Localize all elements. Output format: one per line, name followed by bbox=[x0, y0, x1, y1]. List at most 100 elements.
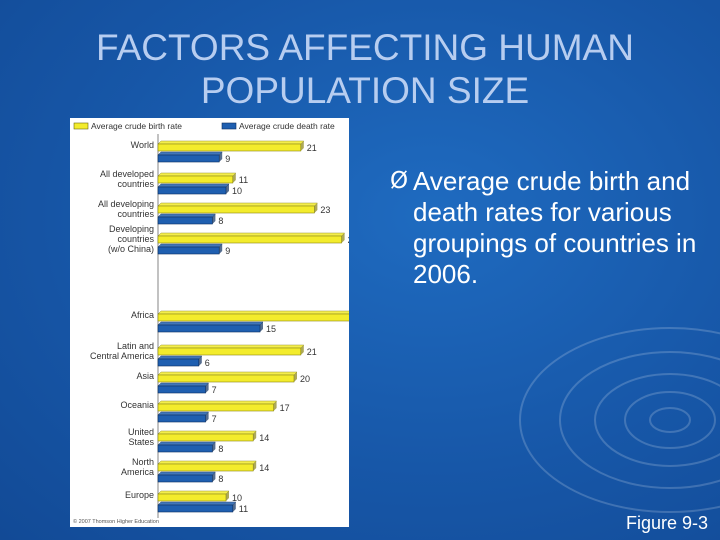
data-label-birth-2: 23 bbox=[320, 205, 330, 215]
bar-death-5-side bbox=[198, 356, 202, 366]
bar-death-4-face bbox=[157, 324, 261, 333]
bar-birth-4-top bbox=[157, 310, 349, 315]
bar-birth-2-top bbox=[157, 202, 319, 207]
bar-birth-0-side bbox=[300, 141, 304, 151]
bar-death-9-top bbox=[157, 471, 217, 476]
category-label-line-8-0: United bbox=[128, 427, 154, 437]
bar-death-6-face bbox=[157, 385, 206, 394]
bar-death-3-top bbox=[157, 243, 223, 248]
bar-birth-6-side bbox=[294, 372, 297, 382]
category-label-1: All developed countries bbox=[100, 169, 155, 189]
bar-birth-1-top bbox=[157, 172, 237, 177]
legend: Average crude birth rate Average crude de… bbox=[73, 121, 335, 131]
bullet-text: Average crude birth and death rates for … bbox=[413, 166, 697, 289]
bar-birth-8 bbox=[157, 430, 257, 442]
bar-birth-5-top bbox=[157, 344, 305, 349]
legend-label-death: Average crude death rate bbox=[239, 121, 335, 131]
bar-birth-0 bbox=[157, 140, 305, 152]
data-label-birth-0: 21 bbox=[307, 143, 317, 153]
category-label-line-8-1: States bbox=[128, 437, 154, 447]
bar-death-10-side bbox=[232, 502, 236, 512]
data-label-death-4: 15 bbox=[266, 324, 276, 334]
bar-death-2 bbox=[157, 213, 217, 225]
data-label-death-7: 7 bbox=[212, 414, 217, 424]
arrow-bullet-icon: Ø bbox=[390, 168, 409, 194]
bar-death-5 bbox=[157, 355, 203, 367]
bar-birth-5-side bbox=[300, 345, 304, 355]
data-label-birth-6: 20 bbox=[300, 374, 310, 384]
bar-death-7 bbox=[157, 411, 210, 423]
data-label-death-2: 8 bbox=[218, 216, 223, 226]
bar-birth-9-top bbox=[157, 460, 257, 465]
bar-birth-3-side bbox=[341, 233, 345, 243]
data-label-birth-7: 17 bbox=[280, 403, 290, 413]
chart-panel: Average crude birth rate Average crude de… bbox=[70, 118, 349, 527]
bar-birth-3 bbox=[157, 232, 346, 244]
category-label-line-1-0: All developed bbox=[100, 169, 154, 179]
category-label-10: Europe bbox=[125, 490, 154, 500]
bar-birth-5 bbox=[157, 344, 305, 356]
bar-birth-4-face bbox=[157, 313, 349, 322]
bar-death-5-face bbox=[157, 358, 200, 367]
bar-death-4-top bbox=[157, 321, 264, 326]
bar-birth-9 bbox=[157, 460, 257, 472]
bar-death-8 bbox=[157, 441, 217, 453]
bar-death-8-face bbox=[157, 444, 213, 453]
bar-death-7-top bbox=[157, 411, 210, 416]
category-label-3: Developing countries (w/o China) bbox=[108, 224, 155, 254]
category-label-line-6-0: Asia bbox=[136, 371, 154, 381]
bar-death-3-side bbox=[219, 244, 223, 254]
category-label-4: Africa bbox=[131, 310, 154, 320]
data-label-death-1: 10 bbox=[232, 186, 242, 196]
bar-death-7-side bbox=[205, 412, 209, 422]
bar-birth-10 bbox=[157, 490, 230, 502]
bar-birth-6-top bbox=[157, 371, 298, 376]
category-label-line-3-0: Developing bbox=[109, 224, 154, 234]
data-label-birth-5: 21 bbox=[307, 347, 317, 357]
bullet-point: Ø Average crude birth and death rates fo… bbox=[390, 166, 710, 290]
bar-death-2-face bbox=[157, 216, 213, 225]
bar-death-9 bbox=[157, 471, 217, 483]
bar-birth-0-top bbox=[157, 140, 305, 145]
bar-death-6-side bbox=[205, 383, 209, 393]
category-label-line-5-1: Central America bbox=[90, 351, 154, 361]
bar-birth-5-face bbox=[157, 347, 302, 356]
category-label-9: North America bbox=[121, 457, 154, 477]
data-label-birth-1: 11 bbox=[239, 175, 248, 185]
bar-birth-0-face bbox=[157, 143, 302, 152]
category-label-2: All developing countries bbox=[98, 199, 155, 219]
category-label-line-0-0: World bbox=[131, 140, 154, 150]
legend-swatch-birth bbox=[73, 122, 89, 130]
bar-death-9-side bbox=[212, 472, 216, 482]
bar-death-8-top bbox=[157, 441, 217, 446]
category-label-line-3-2: (w/o China) bbox=[108, 244, 154, 254]
bar-death-4-side bbox=[260, 322, 263, 332]
bar-death-0 bbox=[157, 151, 223, 163]
bar-death-5-top bbox=[157, 355, 203, 360]
figure-label: Figure 9-3 bbox=[625, 513, 708, 533]
bar-birth-8-top bbox=[157, 430, 257, 435]
bar-birth-9-face bbox=[157, 463, 254, 472]
data-label-death-6: 7 bbox=[212, 385, 217, 395]
bar-death-10-face bbox=[157, 504, 234, 513]
bar-death-2-top bbox=[157, 213, 217, 218]
bar-birth-9-side bbox=[253, 461, 257, 471]
category-label-line-4-0: Africa bbox=[131, 310, 154, 320]
bar-death-1-face bbox=[157, 186, 227, 195]
category-label-line-7-0: Oceania bbox=[120, 400, 154, 410]
category-label-line-1-1: countries bbox=[117, 179, 154, 189]
bar-birth-10-face bbox=[157, 493, 227, 502]
data-label-death-0: 9 bbox=[225, 154, 230, 164]
ripple-decoration bbox=[519, 327, 720, 513]
category-label-line-10-0: Europe bbox=[125, 490, 154, 500]
bar-birth-8-side bbox=[253, 431, 257, 441]
data-label-birth-9: 14 bbox=[259, 463, 269, 473]
bar-death-3 bbox=[157, 243, 223, 255]
bar-birth-7-top bbox=[157, 400, 278, 405]
category-label-line-9-1: America bbox=[121, 467, 154, 477]
bar-death-8-side bbox=[212, 442, 216, 452]
bar-death-9-face bbox=[157, 474, 213, 483]
bar-birth-10-top bbox=[157, 490, 230, 495]
bar-birth-2-side bbox=[314, 203, 318, 213]
bar-death-6 bbox=[157, 382, 210, 394]
